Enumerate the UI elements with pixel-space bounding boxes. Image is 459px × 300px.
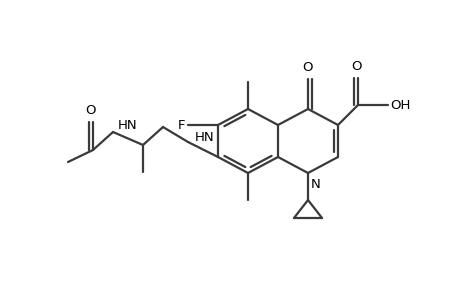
Text: F: F <box>177 118 185 131</box>
Text: HN: HN <box>195 130 214 143</box>
Text: O: O <box>85 104 96 117</box>
Text: OH: OH <box>389 98 409 112</box>
Text: O: O <box>351 60 362 73</box>
Text: HN: HN <box>118 118 138 131</box>
Text: O: O <box>302 61 313 74</box>
Text: N: N <box>310 178 320 191</box>
